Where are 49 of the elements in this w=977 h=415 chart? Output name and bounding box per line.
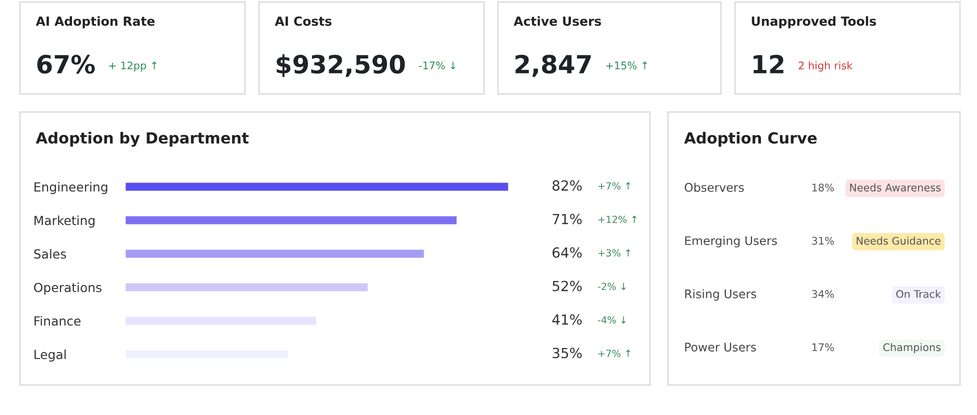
text: 34% — [812, 290, 834, 298]
category-label: Observers — [684, 182, 744, 192]
text: -2% ↓ — [598, 282, 626, 290]
category-label: Emerging Users — [685, 236, 777, 248]
text: Unapproved Tools — [752, 16, 876, 28]
text: 31% — [812, 236, 834, 245]
text: -4% ↓ — [598, 316, 626, 324]
text: +12% ↑ — [598, 216, 636, 224]
bar — [125, 315, 318, 326]
text: 18% — [812, 184, 834, 192]
text: Active Users — [514, 16, 602, 26]
text: $932,590 — [276, 54, 405, 77]
text: AI Costs — [274, 16, 332, 26]
y-tick-label: Legal — [34, 350, 66, 362]
text: +7% ↑ — [598, 350, 630, 358]
text: +7% ↑ — [598, 182, 630, 190]
text: Adoption Curve — [684, 132, 817, 147]
y-tick-label: Sales — [34, 249, 66, 259]
text: 2,847 — [516, 54, 591, 77]
y-tick-label: Finance — [34, 316, 80, 326]
text: 67% — [37, 54, 95, 74]
text: + 12pp ↑ — [109, 62, 157, 72]
data-label: 52% — [552, 280, 582, 292]
text: Champions — [883, 343, 941, 354]
bar — [125, 181, 510, 192]
text: +15% ↑ — [606, 62, 647, 70]
y-tick-label: Operations — [34, 282, 102, 295]
data-label: 35% — [552, 348, 582, 358]
bar — [125, 248, 426, 260]
text: On Track — [896, 290, 941, 298]
y-tick-label: Engineering — [34, 182, 108, 194]
data-label: 71% — [552, 214, 582, 224]
text: -17% ↓ — [419, 62, 456, 70]
text: 12 — [754, 54, 784, 74]
text: AI Adoption Rate — [36, 16, 155, 28]
y-tick-label: Marketing — [34, 216, 94, 228]
chart-title: Adoption by Department — [36, 132, 249, 147]
bar — [125, 282, 370, 293]
data-label: 41% — [552, 314, 582, 325]
data-label: 82% — [552, 180, 582, 191]
category-label: Rising Users — [685, 289, 756, 301]
bar — [125, 214, 458, 226]
text: 2 high risk — [798, 61, 853, 72]
text: Needs Awareness — [850, 183, 941, 192]
data-label: 64% — [552, 247, 582, 258]
text: 17% — [812, 343, 834, 352]
category-label: Power Users — [685, 342, 756, 352]
text: Needs Guidance — [856, 236, 940, 245]
text: +3% ↑ — [598, 249, 630, 257]
